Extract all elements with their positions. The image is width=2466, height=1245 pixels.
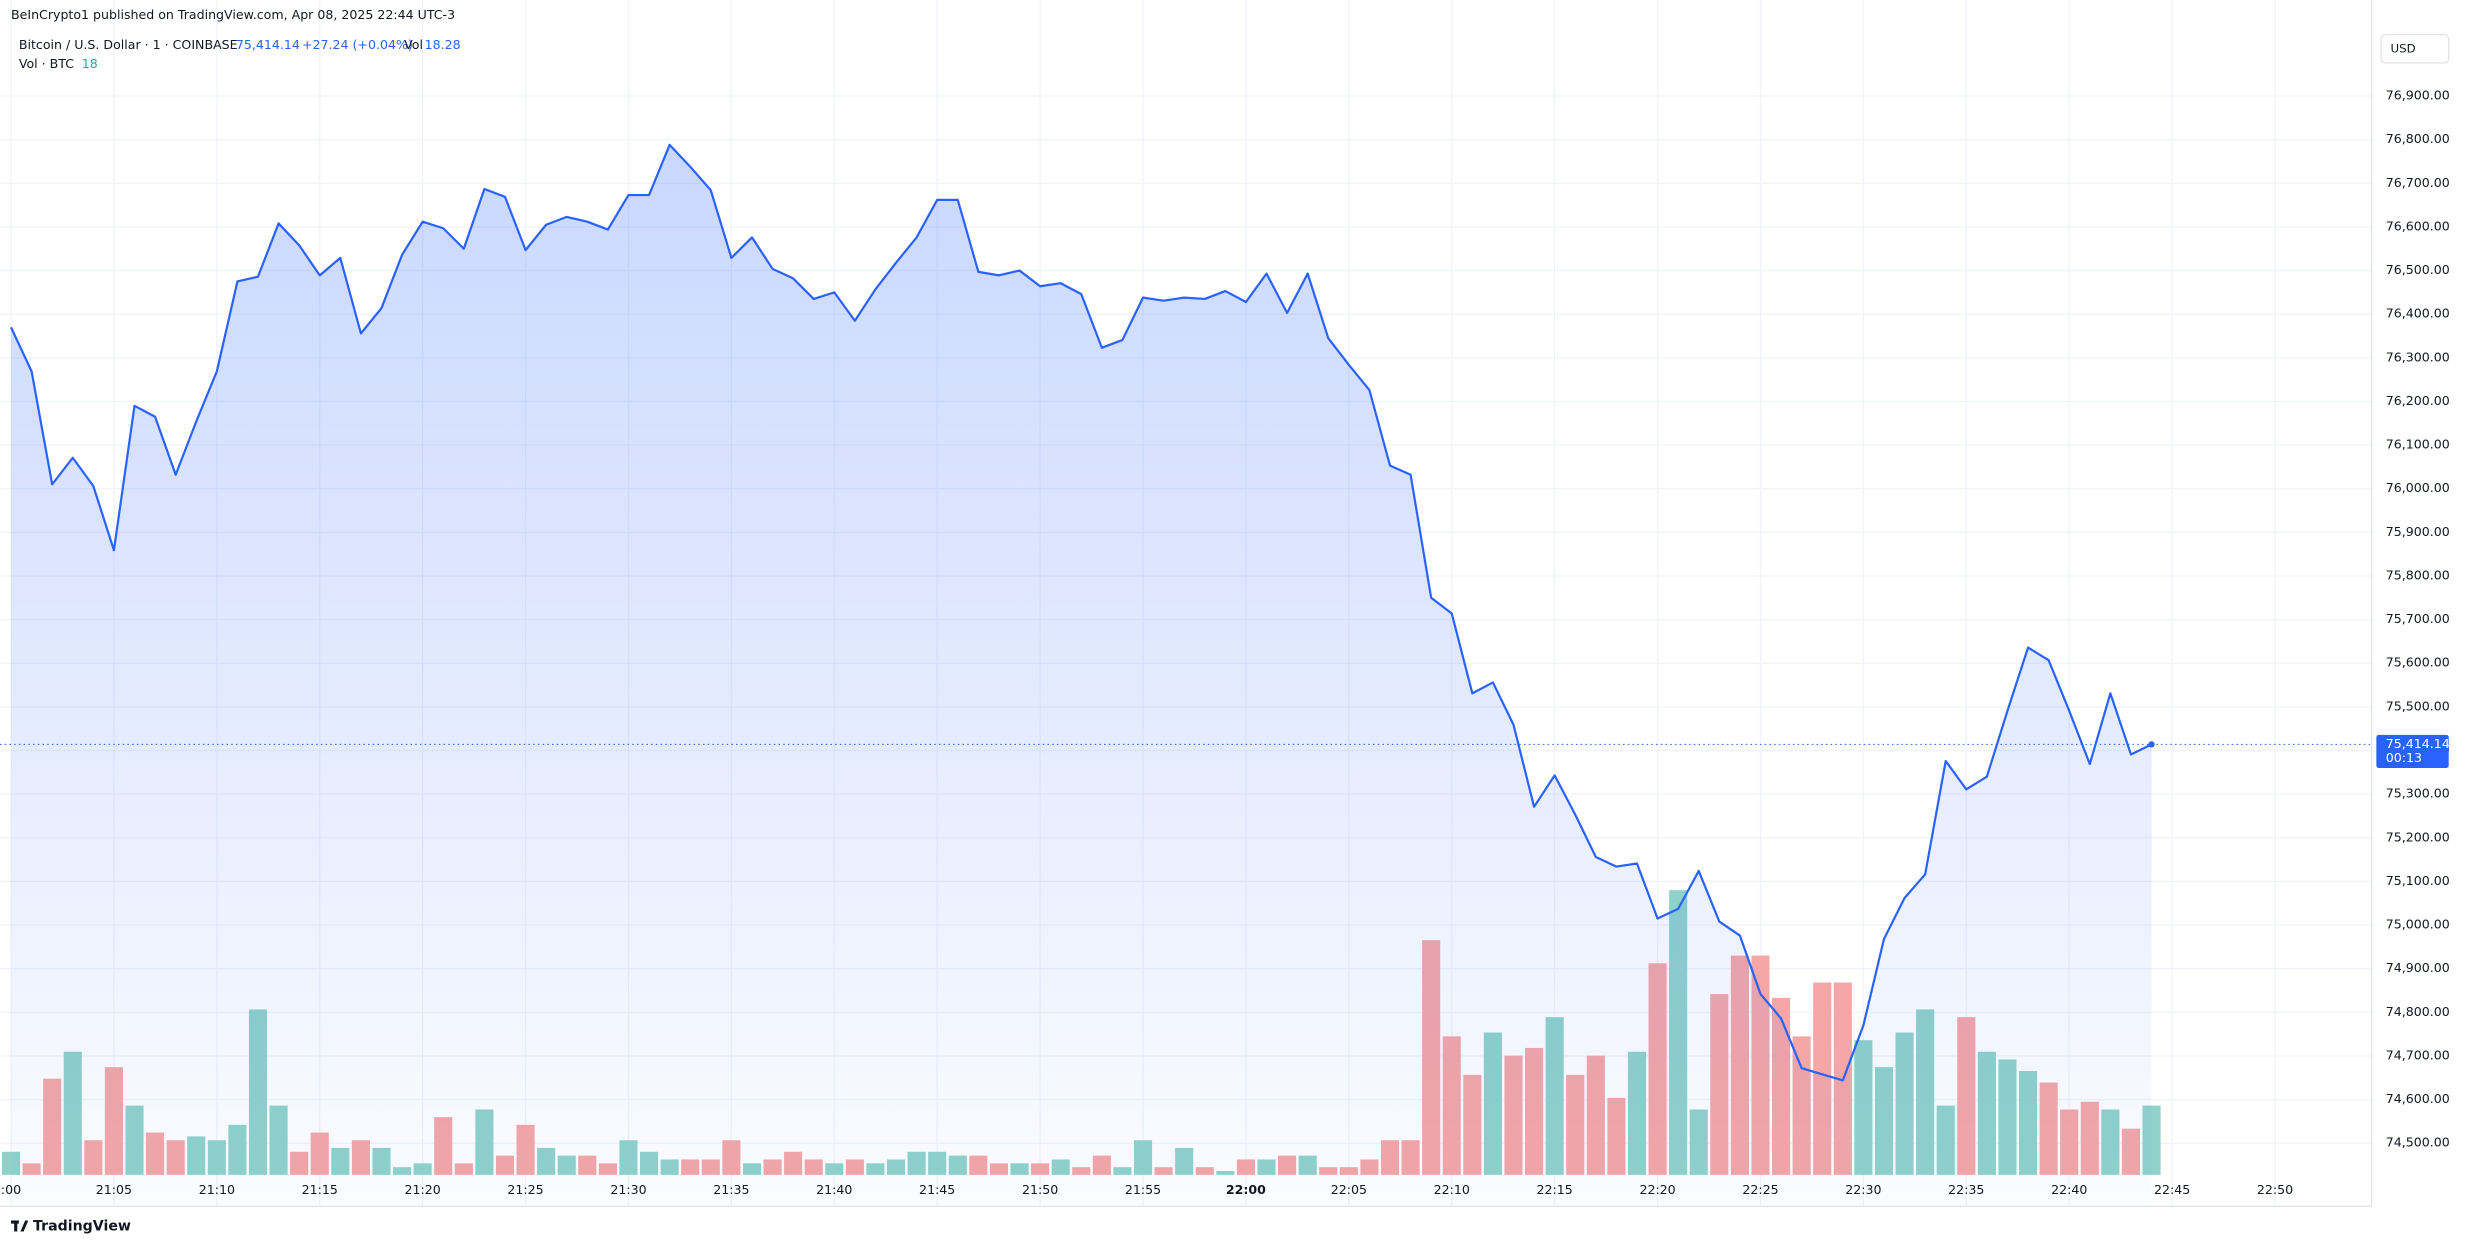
y-tick-label: 75,700.00 [2386, 611, 2450, 626]
y-tick-label: 76,500.00 [2386, 262, 2450, 277]
x-tick-label: 21:20 [405, 1182, 441, 1197]
x-tick-label: 21:10 [199, 1182, 235, 1197]
currency[interactable]: USD [2391, 41, 2416, 55]
price [0, 143, 2372, 1205]
x-tick-label: 22:25 [1742, 1182, 1778, 1197]
y-tick-label: 76,800.00 [2386, 131, 2450, 146]
x-tick-label: 22:45 [2154, 1182, 2190, 1197]
publish-title: BeInCrypto1 published on TradingView.com… [11, 7, 455, 22]
y-tick-label: 74,900.00 [2386, 960, 2450, 975]
y-tick-label: 75,300.00 [2386, 786, 2450, 801]
y-tick-label: 76,100.00 [2386, 437, 2450, 452]
y-tick-label: 74,500.00 [2386, 1135, 2450, 1150]
footer-brand: TradingView [33, 1219, 131, 1235]
x-tick-label: 21:45 [919, 1182, 955, 1197]
y-tick-label: 75,000.00 [2386, 917, 2450, 932]
y-tick-label: 75,800.00 [2386, 567, 2450, 582]
y-tick-label: 75,500.00 [2386, 698, 2450, 713]
x-tick-label: 22:10 [1434, 1182, 1470, 1197]
price-line [10, 143, 2153, 1082]
legend-price: 75,414.14 [236, 37, 300, 52]
y-tick-label: 75,600.00 [2386, 655, 2450, 670]
y-tick-label: 76,600.00 [2386, 218, 2450, 233]
y-tick-label: 74,700.00 [2386, 1047, 2450, 1062]
x-tick-label: 22:35 [1948, 1182, 1984, 1197]
x-tick-label: 22:15 [1537, 1182, 1573, 1197]
legend-series: Bitcoin / U.S. Dollar · 1 · COINBASE [19, 37, 238, 52]
x-tick-label: 22:00 [1226, 1182, 1266, 1197]
last-price-box [2376, 734, 2449, 768]
legend-vol-value: 18 [82, 56, 98, 71]
x-tick-label: 22:30 [1845, 1182, 1881, 1197]
x-tick-label: 21:15 [302, 1182, 338, 1197]
legend-vol: 18.28 [425, 37, 461, 52]
x-tick-label: 21:35 [713, 1182, 749, 1197]
y-tick-label: 76,000.00 [2386, 480, 2450, 495]
y-tick-label: 75,100.00 [2386, 873, 2450, 888]
last-point [2148, 741, 2155, 748]
y-tick-label: 76,300.00 [2386, 349, 2450, 364]
y-tick-label: 74,600.00 [2386, 1091, 2450, 1106]
x-tick-label: 21:25 [507, 1182, 543, 1197]
last-price-label: 75,414.14 [2386, 736, 2450, 751]
price-area [11, 144, 2152, 1205]
countdown: 00:13 [2386, 750, 2422, 765]
y-tick-label: 75,900.00 [2386, 524, 2450, 539]
x-tick-label: 22:50 [2257, 1182, 2293, 1197]
x-tick-label: :00 [1, 1182, 21, 1197]
y-tick-label: 76,700.00 [2386, 175, 2450, 190]
x-tick-label: 21:55 [1125, 1182, 1161, 1197]
legend-change: +27.24 (+0.04%) [302, 37, 413, 52]
y-tick-label: 74,800.00 [2386, 1004, 2450, 1019]
y-tick-label: 75,200.00 [2386, 829, 2450, 844]
x-tick-label: 22:05 [1331, 1182, 1367, 1197]
x-tick-label: 21:40 [816, 1182, 852, 1197]
x-tick-label: 22:40 [2051, 1182, 2087, 1197]
y-tick-label: 76,200.00 [2386, 393, 2450, 408]
legend-vol-label: Vol [404, 37, 423, 52]
x-tick-label: 22:20 [1639, 1182, 1675, 1197]
y-tick-label: 76,900.00 [2386, 88, 2450, 103]
currency-button[interactable] [2380, 33, 2450, 64]
x-tick-label: 21:50 [1022, 1182, 1058, 1197]
x-tick-label: 21:05 [96, 1182, 132, 1197]
y-tick-label: 76,400.00 [2386, 306, 2450, 321]
legend-vol-series: Vol · BTC [19, 56, 74, 71]
x-tick-label: 21:30 [610, 1182, 646, 1197]
footer-logo [11, 1220, 29, 1232]
